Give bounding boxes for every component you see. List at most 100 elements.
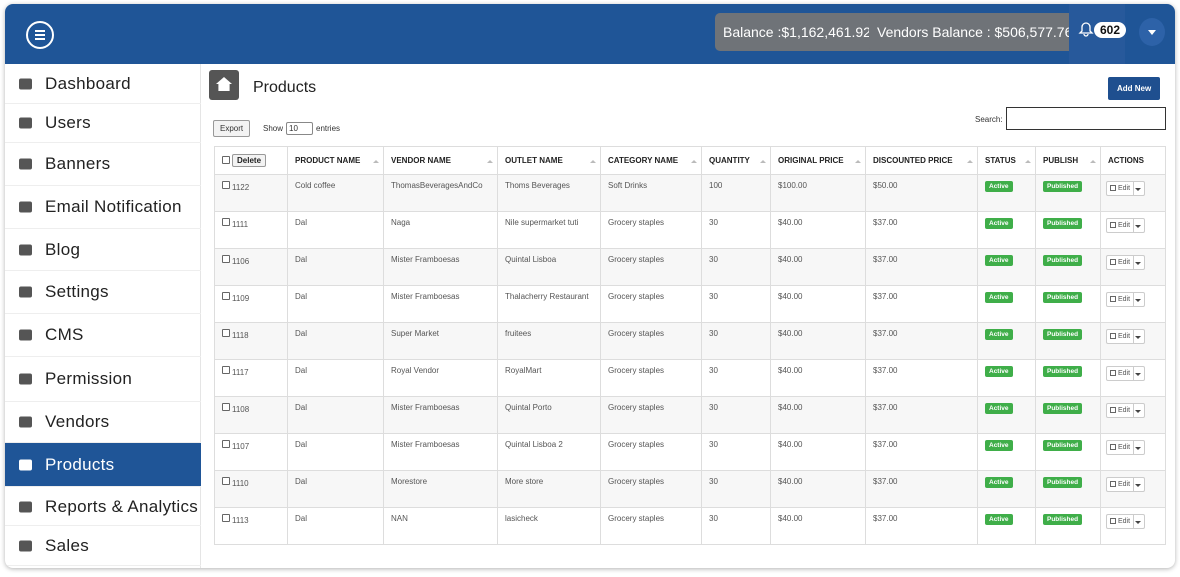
table-cell: NAN	[383, 507, 498, 545]
publish-badge: Published	[1043, 440, 1083, 451]
table-cell: Published	[1035, 359, 1101, 397]
edit-button[interactable]: Edit	[1106, 292, 1146, 307]
edit-button[interactable]: Edit	[1106, 366, 1146, 381]
vendors-balance: Vendors Balance : $506,577.76	[869, 13, 1081, 51]
delete-button[interactable]: Delete	[232, 154, 267, 167]
table-cell: 1109	[214, 285, 288, 323]
row-checkbox[interactable]	[222, 366, 230, 374]
edit-button[interactable]: Edit	[1106, 514, 1146, 529]
edit-button[interactable]: Edit	[1106, 403, 1146, 418]
search-label: Search:	[975, 115, 1003, 124]
add-new-button[interactable]: Add New	[1108, 77, 1161, 100]
edit-button[interactable]: Edit	[1106, 329, 1146, 344]
row-checkbox[interactable]	[222, 514, 230, 522]
table-cell: More store	[497, 470, 601, 508]
menu-button[interactable]	[26, 21, 54, 49]
sidebar-icon	[19, 459, 32, 470]
table-cell: $40.00	[770, 211, 866, 249]
search-input[interactable]	[1006, 107, 1166, 130]
sidebar-icon	[19, 158, 32, 170]
edit-icon	[1110, 370, 1116, 376]
table-cell: 30	[701, 285, 771, 323]
sidebar-item[interactable]: Sales	[5, 526, 201, 566]
table-cell: Mister Framboesas	[383, 396, 498, 434]
edit-button[interactable]: Edit	[1106, 440, 1146, 455]
publish-badge: Published	[1043, 329, 1083, 340]
table-row: 1111 Dal Naga Nile supermarket tuti Grocery …	[214, 211, 1166, 249]
row-checkbox[interactable]	[222, 218, 230, 226]
column-header[interactable]: OUTLET NAME	[497, 146, 601, 175]
table-cell: Active	[977, 211, 1036, 249]
table-cell: Active	[977, 359, 1036, 397]
column-header[interactable]: CATEGORY NAME	[600, 146, 702, 175]
table-cell: Mister Framboesas	[383, 433, 498, 471]
table-row: 1109 Dal Mister Framboesas Thalacherry Rest…	[214, 285, 1166, 323]
column-header[interactable]: PUBLISH	[1035, 146, 1101, 175]
sidebar-item[interactable]: Reports & Analytics	[5, 488, 201, 526]
status-badge: Active	[985, 514, 1013, 525]
sidebar-item[interactable]: Vendors	[5, 402, 201, 443]
entries-select[interactable]: 10	[286, 122, 313, 135]
column-header[interactable]: ACTIONS	[1100, 146, 1166, 175]
table-cell: Published	[1035, 507, 1101, 545]
row-checkbox[interactable]	[222, 440, 230, 448]
edit-label: Edit	[1118, 481, 1131, 488]
sidebar-item[interactable]: Users	[5, 103, 201, 143]
sidebar-item[interactable]: CMS	[5, 314, 201, 357]
status-badge: Active	[985, 477, 1013, 488]
row-checkbox[interactable]	[222, 181, 230, 189]
sidebar-item[interactable]: Permission	[5, 357, 201, 402]
table-cell: Nile supermarket tuti	[497, 211, 601, 249]
edit-button[interactable]: Edit	[1106, 477, 1146, 492]
status-badge: Active	[985, 181, 1013, 192]
sidebar-item[interactable]: Email Notification	[5, 186, 201, 229]
table-cell: 1106	[214, 248, 288, 286]
table-cell: Dal	[287, 470, 384, 508]
column-header[interactable]: PRODUCT NAME	[287, 146, 384, 175]
edit-icon	[1110, 185, 1116, 191]
edit-button[interactable]: Edit	[1106, 181, 1146, 196]
table-cell: Edit	[1100, 248, 1166, 286]
table-cell: Edit	[1100, 174, 1166, 212]
edit-button[interactable]: Edit	[1106, 255, 1146, 270]
row-checkbox[interactable]	[222, 477, 230, 485]
table-cell: Active	[977, 470, 1036, 508]
user-dropdown[interactable]	[1139, 18, 1165, 46]
column-header[interactable]: QUANTITY	[701, 146, 771, 175]
edit-icon	[1110, 296, 1116, 302]
sidebar-label: Permission	[45, 369, 133, 388]
column-header[interactable]: DISCOUNTED PRICE	[865, 146, 978, 175]
table-cell: Grocery staples	[600, 248, 702, 286]
table-cell: $37.00	[865, 211, 978, 249]
edit-button[interactable]: Edit	[1106, 218, 1146, 233]
sidebar-icon	[19, 286, 32, 298]
sidebar-item[interactable]: Dashboard	[5, 64, 201, 104]
column-header[interactable]: STATUS	[977, 146, 1036, 175]
show-label: Show	[263, 124, 284, 133]
table-cell: 100	[701, 174, 771, 212]
column-header[interactable]: ORIGINAL PRICE	[770, 146, 866, 175]
row-checkbox[interactable]	[222, 292, 230, 300]
column-header[interactable]: VENDOR NAME	[383, 146, 498, 175]
row-checkbox[interactable]	[222, 255, 230, 263]
row-checkbox[interactable]	[222, 403, 230, 411]
row-checkbox[interactable]	[222, 329, 230, 337]
edit-icon	[1110, 444, 1116, 450]
sidebar-icon	[19, 78, 32, 89]
select-all-checkbox[interactable]	[222, 156, 230, 164]
edit-icon	[1110, 407, 1116, 413]
export-button[interactable]: Export	[213, 120, 251, 137]
table-cell: $40.00	[770, 507, 866, 545]
sidebar-item[interactable]: Banners	[5, 143, 201, 186]
table-cell: Active	[977, 433, 1036, 471]
table-cell: Thalacherry Restaurant	[497, 285, 601, 323]
table-cell: Published	[1035, 322, 1101, 360]
sidebar-item[interactable]: Blog	[5, 229, 201, 271]
edit-icon	[1110, 259, 1116, 265]
product-id: 1106	[232, 257, 250, 266]
sidebar-item[interactable]: Settings	[5, 271, 201, 314]
table-cell: Quintal Porto	[497, 396, 601, 434]
sidebar-item[interactable]: Products	[5, 443, 201, 487]
publish-badge: Published	[1043, 477, 1083, 488]
